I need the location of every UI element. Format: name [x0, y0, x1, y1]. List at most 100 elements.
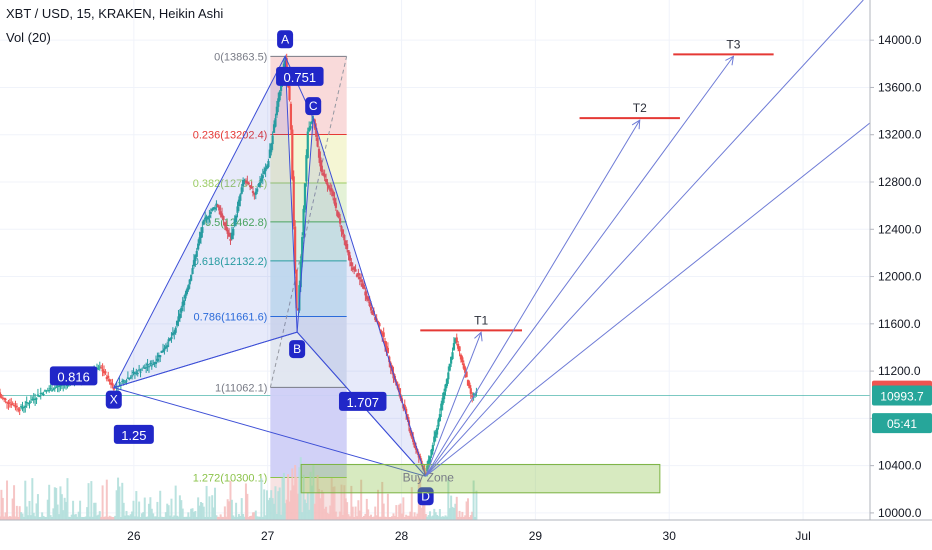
volume-bar — [354, 506, 357, 520]
fib-level-label: 0.236(13202.4) — [193, 129, 268, 141]
candle-body — [218, 206, 221, 211]
candle-body — [244, 180, 248, 183]
candle-body — [114, 386, 117, 388]
candle-body — [343, 235, 346, 241]
candle-body — [29, 401, 33, 403]
volume-bar — [108, 515, 111, 520]
volume-bar — [190, 508, 193, 520]
volume-bar — [125, 510, 128, 520]
symbol-title: XBT / USD, 15, KRAKEN, Heikin Ashi — [6, 6, 224, 21]
fib-level-label: 0.618(12132.2) — [193, 256, 268, 268]
price-axis-label: 12400.0 — [878, 222, 922, 236]
projection-line — [425, 122, 871, 477]
candle-body — [202, 219, 205, 225]
volume-bar — [242, 513, 245, 520]
volume-bar — [112, 517, 115, 520]
volume-bar — [52, 508, 55, 520]
candle-body — [329, 188, 332, 192]
candle-body — [361, 283, 364, 288]
candle-body — [303, 183, 307, 210]
volume-bar — [146, 516, 149, 520]
candle-body — [263, 171, 266, 175]
volume-bar — [422, 505, 425, 520]
projection-arrowhead — [631, 119, 641, 130]
time-axis[interactable]: 26 27 28 29 30 Jul — [0, 519, 932, 550]
volume-bar — [121, 482, 124, 520]
volume-bar — [43, 517, 46, 520]
volume-bar — [403, 516, 406, 520]
candle-body — [310, 121, 314, 124]
harmonic-pattern[interactable]: 0.816 0.751 1.707 1.25 X A B C D — [49, 30, 434, 506]
volume-bar — [222, 516, 225, 520]
candle-body — [104, 371, 107, 374]
volume-bar — [302, 474, 305, 520]
volume-bar — [370, 514, 373, 520]
candle-body — [48, 390, 51, 392]
candle-body — [97, 368, 100, 370]
volume-bar — [157, 516, 160, 520]
volume-bar — [42, 515, 45, 520]
volume-bar — [107, 516, 110, 520]
volume-bar — [244, 483, 247, 520]
candle-body — [355, 274, 359, 277]
volume-bar — [443, 516, 446, 520]
candle-body — [385, 346, 388, 352]
volume-bar — [291, 468, 294, 520]
candle-body — [138, 369, 141, 371]
candle-body — [267, 160, 270, 167]
volume-bar — [316, 475, 319, 520]
volume-bar — [4, 512, 7, 520]
candle-body — [403, 404, 406, 410]
price-axis-label: 11200.0 — [878, 364, 921, 378]
candle-body — [166, 345, 169, 348]
candle-body — [39, 393, 42, 395]
volume-bar — [261, 516, 264, 520]
volume-bar — [235, 502, 238, 520]
candle-body — [17, 408, 20, 410]
candle-body — [146, 364, 149, 366]
candle-body — [227, 232, 231, 237]
candle-body — [444, 384, 447, 392]
pattern-point-badge — [105, 390, 122, 409]
volume-bar — [81, 516, 84, 520]
candle-body — [135, 371, 138, 373]
volume-bar — [232, 515, 235, 520]
volume-bar — [323, 508, 326, 520]
candle-body — [229, 238, 232, 241]
target-projections[interactable]: Buy Zone T1 T2 T3 — [300, 0, 871, 494]
volume-bar — [371, 516, 374, 520]
price-axis-label: 11600.0 — [878, 317, 921, 331]
volume-bar — [465, 501, 468, 520]
candle-body — [194, 255, 197, 262]
volume-bar — [355, 516, 358, 520]
candle-body — [315, 127, 318, 137]
volume-bar — [454, 503, 457, 520]
volume-bar — [391, 516, 394, 520]
candle-body — [265, 165, 269, 169]
volume-bar — [429, 511, 432, 520]
candle-body — [126, 377, 129, 379]
volume-bar — [218, 517, 221, 520]
candle-body — [428, 456, 432, 462]
volume-indicator-label[interactable]: Vol (20) — [6, 30, 51, 45]
target-label: T1 — [474, 313, 488, 327]
volume-bar — [379, 516, 382, 520]
candle-body — [59, 385, 62, 387]
candle-body — [11, 403, 14, 405]
candle-body — [109, 382, 113, 385]
candle-body — [145, 367, 148, 369]
volume-bar — [420, 507, 423, 520]
volume-bar — [215, 515, 218, 520]
candle-body — [364, 291, 367, 296]
candle-body — [319, 157, 322, 167]
price-axis-label: 13200.0 — [878, 128, 922, 142]
volume-bar — [197, 497, 200, 520]
fib-level-label: 0.382(12791.1) — [193, 178, 268, 190]
candle-body — [424, 472, 427, 475]
candle-body — [360, 279, 363, 282]
volume-bar — [50, 516, 53, 520]
price-axis[interactable]: 10000.010400.010800.011200.011600.012000… — [869, 0, 932, 550]
volume-bar — [191, 508, 194, 520]
volume-bar — [216, 516, 219, 520]
